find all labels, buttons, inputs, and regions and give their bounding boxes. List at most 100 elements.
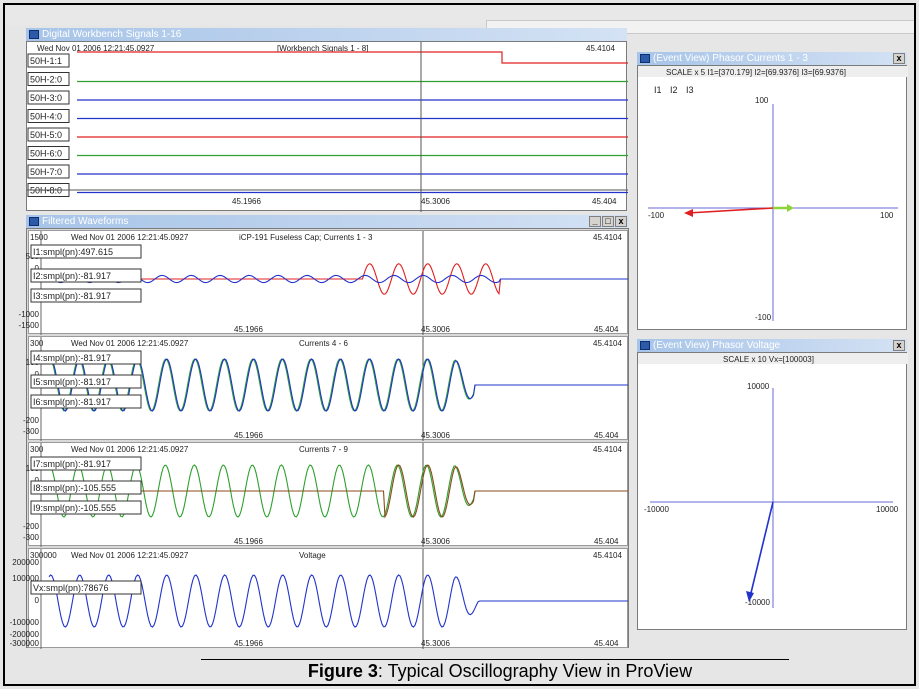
filtered-window-title: Filtered Waveforms bbox=[42, 216, 129, 227]
waveform-panel-4: 300000 Wed Nov 01 2006 12:21:45.0927 Volta… bbox=[10, 548, 628, 649]
digital-x-tick: 45.3006 bbox=[421, 197, 450, 206]
panel-y-tick: -200000 bbox=[10, 630, 40, 639]
panel-right-time: 45.4104 bbox=[593, 233, 622, 242]
panel-top-value: 300 bbox=[30, 445, 44, 454]
phasor-currents-scale: SCALE x 5 I1=[370.179] I2=[69.9376] I3=[… bbox=[666, 68, 846, 77]
panel-header: Currents 4 - 6 bbox=[299, 339, 348, 348]
digital-signal-label-box bbox=[27, 109, 70, 123]
phasor-i1-arrow bbox=[687, 207, 774, 214]
maximize-button[interactable]: □ bbox=[602, 216, 614, 227]
digital-window-title: Digital Workbench Signals 1-16 bbox=[42, 29, 182, 40]
phasor-voltage-diagram: SCALE x 10 Vx=[100003] 10000 -10000 -10000 1… bbox=[638, 353, 908, 608]
panel-timestamp: Wed Nov 01 2006 12:21:45.0927 bbox=[71, 339, 189, 348]
panel-y-tick: -200 bbox=[23, 416, 40, 425]
phasor-vx-arrowhead bbox=[746, 591, 754, 602]
digital-signals-plot: Wed Nov 01 2006 12:21:45.0927 [Workbench … bbox=[27, 42, 628, 212]
panel-y-tick: -100000 bbox=[10, 618, 40, 627]
phasor-axis-top: 100 bbox=[755, 96, 769, 105]
phasor-axis-bottom: -100 bbox=[755, 313, 772, 322]
phasor-voltage-scale: SCALE x 10 Vx=[100003] bbox=[723, 355, 814, 364]
panel-x-tick: 45.1966 bbox=[234, 537, 263, 546]
panel-y-tick: -300 bbox=[23, 427, 40, 436]
digital-x-tick: 45.404 bbox=[592, 197, 617, 206]
filtered-window-titlebar[interactable]: Filtered Waveforms _ □ x bbox=[26, 215, 629, 228]
panel-timestamp: Wed Nov 01 2006 12:21:45.0927 bbox=[71, 233, 189, 242]
panel-x-tick: 45.1966 bbox=[234, 639, 263, 648]
figure-border bbox=[3, 3, 916, 686]
digital-window-titlebar[interactable]: Digital Workbench Signals 1-16 bbox=[26, 28, 627, 41]
waveform-trace bbox=[48, 274, 628, 284]
sample-value-box bbox=[30, 480, 142, 495]
waveform-trace bbox=[48, 358, 628, 412]
close-button[interactable]: x bbox=[893, 53, 905, 64]
digital-signal-label: 50H-2:0 bbox=[30, 75, 62, 85]
panel-y-tick: 200000 bbox=[12, 558, 39, 567]
panel-x-tick: 45.1966 bbox=[234, 325, 263, 334]
sample-value-label: I6:smpl(pn):-81.917 bbox=[33, 397, 111, 407]
panel-x-tick: 45.404 bbox=[594, 325, 619, 334]
digital-signal-label-box bbox=[27, 127, 70, 142]
close-button[interactable]: x bbox=[893, 340, 905, 351]
panel-top-value: 300 bbox=[30, 339, 44, 348]
window-icon[interactable] bbox=[29, 30, 39, 39]
sample-value-box bbox=[30, 268, 142, 283]
sample-value-box bbox=[30, 500, 142, 515]
digital-signal-label: 50H-6:0 bbox=[30, 149, 62, 159]
minimize-button[interactable]: _ bbox=[589, 216, 601, 227]
digital-signal-label: 50H-5:0 bbox=[30, 130, 62, 140]
sample-value-label: I2:smpl(pn):-81.917 bbox=[33, 271, 111, 281]
close-button[interactable]: x bbox=[615, 216, 627, 227]
panel-y-tick: 0 bbox=[35, 596, 40, 605]
sample-value-box bbox=[30, 350, 142, 365]
panel-right-time: 45.4104 bbox=[593, 551, 622, 560]
phasor-currents-titlebar[interactable]: (Event View) Phasor Currents 1 - 3 x bbox=[637, 52, 907, 65]
waveform-plot-currents-4-6: 300 Wed Nov 01 2006 12:21:45.0927 Currents… bbox=[23, 337, 628, 441]
digital-signal-label: 50H-4:0 bbox=[30, 112, 62, 122]
phasor-legend-item: I3 bbox=[686, 85, 694, 95]
phasor-currents-title: (Event View) Phasor Currents 1 - 3 bbox=[653, 53, 808, 64]
sample-value-box bbox=[30, 374, 142, 389]
sample-value-box bbox=[30, 244, 142, 259]
panel-right-time: 45.4104 bbox=[593, 339, 622, 348]
digital-signal-label-box bbox=[27, 146, 70, 160]
phasor-currents-window: SCALE x 5 I1=[370.179] I2=[69.9376] I3=[… bbox=[637, 65, 908, 330]
digital-right-time: 45.4104 bbox=[586, 44, 615, 53]
panel-timestamp: Wed Nov 01 2006 12:21:45.0927 bbox=[71, 551, 189, 560]
waveform-trace bbox=[49, 464, 628, 519]
window-icon[interactable] bbox=[640, 341, 650, 350]
panel-x-tick: 45.3006 bbox=[421, 325, 450, 334]
digital-signal-label-box bbox=[27, 164, 70, 179]
sample-value-label: I1:smpl(pn):497.615 bbox=[33, 247, 113, 257]
waveform-plot-currents-1-3: 1500 Wed Nov 01 2006 12:21:45.0927 iCP-191… bbox=[19, 231, 628, 335]
filtered-window: 1500 Wed Nov 01 2006 12:21:45.0927 iCP-191… bbox=[10, 228, 629, 649]
waveform-panel-1: 1500 Wed Nov 01 2006 12:21:45.0927 iCP-191… bbox=[19, 230, 628, 335]
sample-value-label: I3:smpl(pn):-81.917 bbox=[33, 291, 111, 301]
window-icon[interactable] bbox=[29, 217, 39, 226]
panel-top-value: 1500 bbox=[30, 233, 48, 242]
waveform-plot-currents-7-9: 300 Wed Nov 01 2006 12:21:45.0927 Currents… bbox=[23, 443, 628, 547]
caption-label: Figure 3 bbox=[307, 661, 378, 681]
figure-caption: Figure 3: Typical Oscillography View in … bbox=[200, 661, 800, 685]
phasor-i2-arrowhead bbox=[787, 204, 794, 212]
window-icon[interactable] bbox=[640, 54, 650, 63]
sample-value-label: I8:smpl(pn):-105.555 bbox=[33, 483, 116, 493]
phasor-voltage-window: SCALE x 10 Vx=[100003] 10000 -10000 -10000 1… bbox=[637, 352, 908, 630]
phasor-voltage-title: (Event View) Phasor Voltage bbox=[653, 340, 781, 351]
phasor-i1-arrowhead bbox=[684, 209, 693, 217]
digital-signal-label: 50H-3:0 bbox=[30, 93, 62, 103]
sample-value-box bbox=[30, 288, 142, 303]
sample-value-box bbox=[30, 394, 142, 409]
sample-value-label: I4:smpl(pn):-81.917 bbox=[33, 353, 111, 363]
panel-y-tick: -300 bbox=[23, 533, 40, 542]
phasor-currents-diagram: SCALE x 5 I1=[370.179] I2=[69.9376] I3=[… bbox=[638, 66, 908, 322]
phasor-voltage-titlebar[interactable]: (Event View) Phasor Voltage x bbox=[637, 339, 907, 352]
phasor-axis-right: 100 bbox=[880, 211, 894, 220]
sample-value-box bbox=[30, 580, 142, 595]
digital-window: Wed Nov 01 2006 12:21:45.0927 [Workbench … bbox=[26, 41, 628, 212]
panel-header: iCP-191 Fuseless Cap; Currents 1 - 3 bbox=[239, 233, 373, 242]
digital-signal-label-box bbox=[27, 90, 70, 105]
panel-x-tick: 45.3006 bbox=[421, 537, 450, 546]
caption-text: : Typical Oscillography View in ProView bbox=[377, 661, 693, 681]
phasor-axis-left: -100 bbox=[648, 211, 665, 220]
sample-value-label: I7:smpl(pn):-81.917 bbox=[33, 459, 111, 469]
